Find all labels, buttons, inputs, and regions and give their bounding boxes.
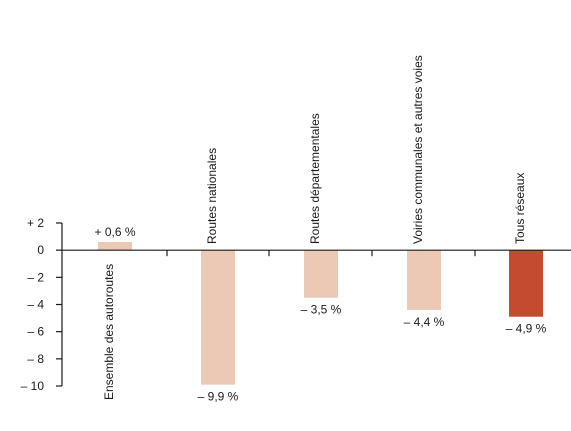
y-tick-label: – 10 bbox=[21, 379, 45, 393]
bar bbox=[98, 242, 132, 251]
category-label: Ensemble des autoroutes bbox=[102, 264, 116, 400]
y-tick-label: 0 bbox=[37, 243, 44, 257]
data-label: – 3,5 % bbox=[301, 303, 342, 317]
category-label: Tous réseaux bbox=[513, 173, 527, 244]
bar bbox=[509, 250, 543, 317]
data-label: – 9,9 % bbox=[198, 390, 239, 404]
category-label: Routes départementales bbox=[308, 113, 322, 244]
category-labels: Ensemble des autoroutes Routes nationales… bbox=[102, 55, 527, 400]
y-tick-label: – 8 bbox=[27, 352, 44, 366]
y-tick-label: – 2 bbox=[27, 270, 44, 284]
data-label: – 4,4 % bbox=[404, 315, 445, 329]
category-label: Routes nationales bbox=[205, 148, 219, 244]
bar bbox=[201, 250, 235, 385]
y-tick-label: + 2 bbox=[27, 216, 44, 230]
data-labels: + 0,6 % – 9,9 % – 3,5 % – 4,4 % – 4,9 % bbox=[94, 225, 546, 404]
bar bbox=[407, 250, 441, 310]
bar bbox=[304, 250, 338, 298]
data-label: – 4,9 % bbox=[506, 322, 547, 336]
y-tick-label: – 4 bbox=[27, 298, 44, 312]
x-axis bbox=[62, 249, 571, 257]
y-tick-label: – 6 bbox=[27, 325, 44, 339]
y-axis: + 2 0 – 2 – 4 – 6 – 8 – 10 bbox=[21, 216, 63, 393]
data-label: + 0,6 % bbox=[94, 225, 135, 239]
bars bbox=[98, 242, 543, 385]
category-label: Voiries communales et autres voies bbox=[411, 55, 425, 244]
